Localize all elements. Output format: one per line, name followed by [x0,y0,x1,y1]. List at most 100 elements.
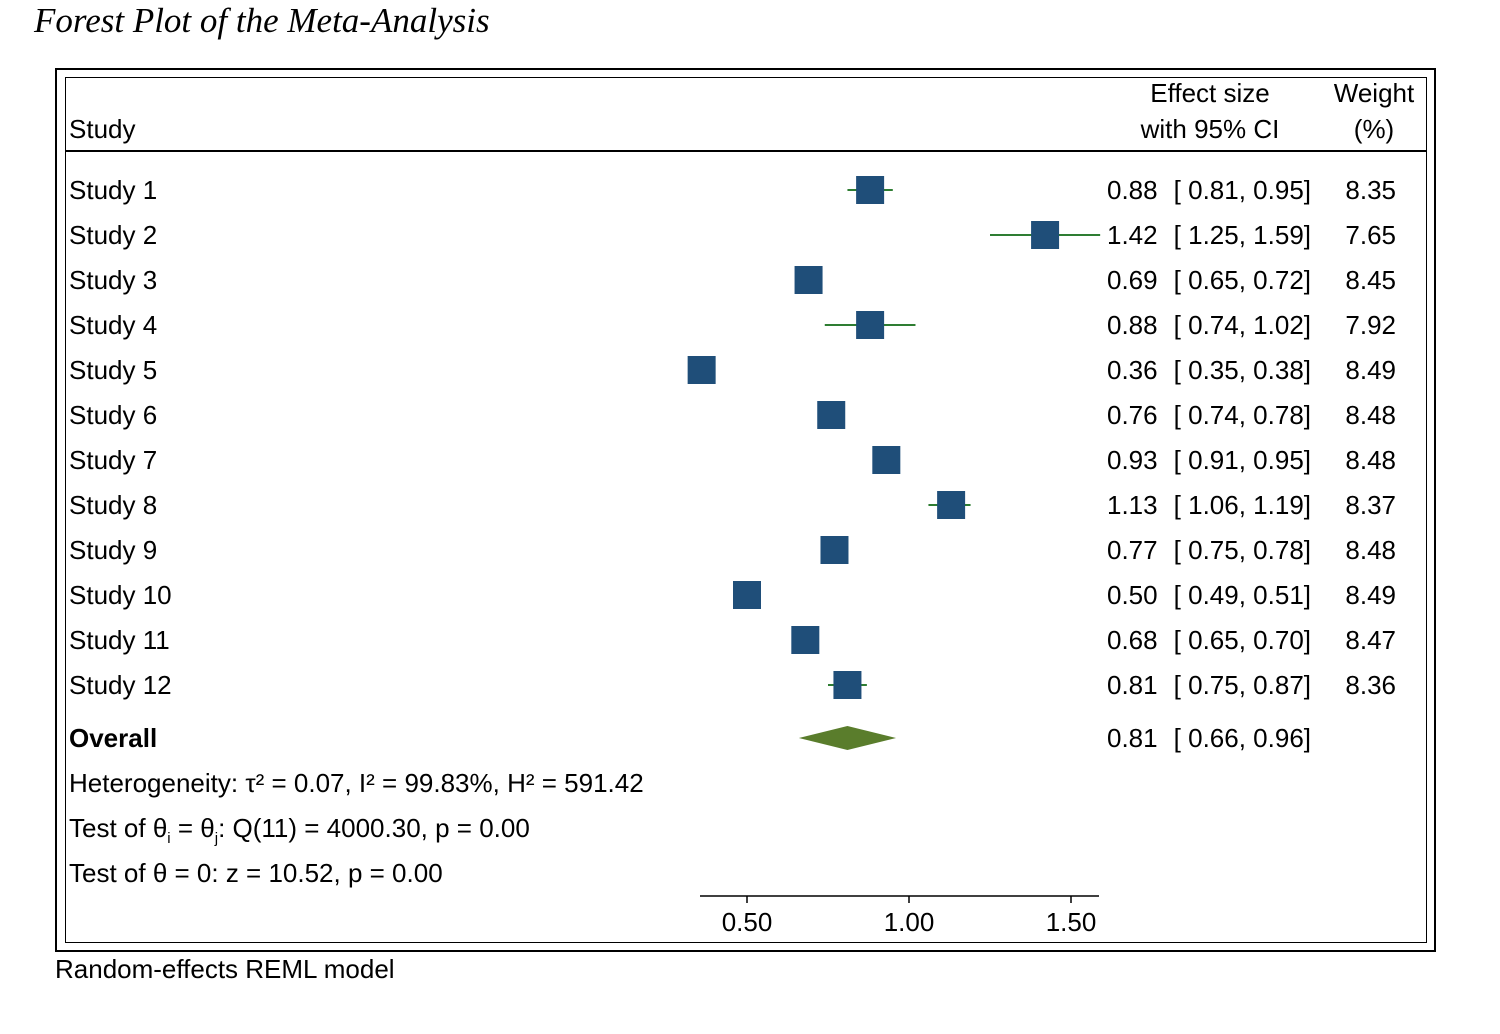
effect-size-value: 1.13 [1107,490,1158,520]
study-row: Study 12 0.81 [ 0.75, 0.87] 8.36 [69,670,1396,700]
study-row: Study 2 1.42 [ 1.25, 1.59] 7.65 [69,220,1396,250]
study-row: Study 6 0.76 [ 0.74, 0.78] 8.48 [69,400,1396,430]
header-effect-size: Effect size [1150,78,1269,108]
weight-value: 8.35 [1345,175,1396,205]
ci-value: [ 0.49, 0.51] [1174,580,1311,610]
effect-size-value: 0.81 [1107,670,1158,700]
x-tick-label: 1.00 [884,907,935,937]
header-study: Study [69,114,136,144]
header-weight: Weight [1334,78,1415,108]
overall-label: Overall [69,723,157,753]
study-label: Study 3 [69,265,157,295]
effect-marker [817,401,846,429]
x-tick-label: 0.50 [722,907,773,937]
effect-size-value: 0.77 [1107,535,1158,565]
study-row: Study 1 0.88 [ 0.81, 0.95] 8.35 [69,175,1396,205]
effect-marker [687,356,716,384]
ci-value: [ 0.65, 0.72] [1174,265,1311,295]
effect-marker [820,536,849,564]
weight-value: 8.48 [1345,400,1396,430]
study-rows: Study 1 0.88 [ 0.81, 0.95] 8.35 Study 2 1.42 [… [69,175,1396,753]
effect-marker [937,491,966,519]
overall-diamond [798,726,897,750]
study-label: Study 8 [69,490,157,520]
ci-value: [ 1.25, 1.59] [1174,220,1311,250]
study-row: Study 3 0.69 [ 0.65, 0.72] 8.45 [69,265,1396,295]
study-label: Study 7 [69,445,157,475]
study-label: Study 6 [69,400,157,430]
study-row: Study 8 1.13 [ 1.06, 1.19] 8.37 [69,490,1396,520]
effect-size-value: 0.36 [1107,355,1158,385]
study-label: Study 9 [69,535,157,565]
ci-value: [ 0.91, 0.95] [1174,445,1311,475]
study-label: Study 4 [69,310,157,340]
weight-value: 8.49 [1345,355,1396,385]
effect-marker [1031,221,1060,249]
ci-value: [ 0.74, 1.02] [1174,310,1311,340]
study-label: Study 11 [69,625,170,655]
overall-effect-test: Test of θ = 0: z = 10.52, p = 0.00 [69,858,443,888]
effect-size-value: 0.68 [1107,625,1158,655]
header-weight-unit: (%) [1354,114,1394,144]
study-label: Study 1 [69,175,157,205]
study-row: Study 11 0.68 [ 0.65, 0.70] 8.47 [69,625,1396,655]
effect-marker [872,446,901,474]
plot-frame [65,77,1427,943]
study-label: Study 10 [69,580,172,610]
effect-size-value: 1.42 [1107,220,1158,250]
overall-effect-value: 0.81 [1107,723,1158,753]
overall-row: Overall 0.81 [ 0.66, 0.96] [69,723,1311,753]
homogeneity-test-prefix: Test of θ [69,813,168,843]
ci-value: [ 0.35, 0.38] [1174,355,1311,385]
ci-value: [ 1.06, 1.19] [1174,490,1311,520]
effect-marker [856,176,885,204]
effect-marker [833,671,862,699]
weight-value: 8.48 [1345,535,1396,565]
subscript-i: i [167,830,171,848]
study-label: Study 5 [69,355,157,385]
heterogeneity-stats: Heterogeneity: τ² = 0.07, I² = 99.83%, H… [69,768,644,798]
effect-marker [856,311,885,339]
header-effect-ci: with 95% CI [1140,114,1280,144]
weight-value: 8.48 [1345,445,1396,475]
study-row: Study 9 0.77 [ 0.75, 0.78] 8.48 [69,535,1396,565]
weight-value: 7.65 [1345,220,1396,250]
homogeneity-test-eq: = θ [170,813,215,843]
homogeneity-test: Test of θi = θj: Q(11) = 4000.30, p = 0.… [69,812,530,848]
effect-size-value: 0.88 [1107,175,1158,205]
homogeneity-test-rest: : Q(11) = 4000.30, p = 0.00 [218,813,530,843]
study-label: Study 2 [69,220,157,250]
x-axis: 0.50 1.00 1.50 [700,895,1099,937]
effect-size-value: 0.88 [1107,310,1158,340]
study-row: Study 5 0.36 [ 0.35, 0.38] 8.49 [69,355,1396,385]
study-row: Study 4 0.88 [ 0.74, 1.02] 7.92 [69,310,1396,340]
overall-ci-value: [ 0.66, 0.96] [1174,723,1311,753]
weight-value: 8.49 [1345,580,1396,610]
effect-marker [733,581,761,609]
study-row: Study 10 0.50 [ 0.49, 0.51] 8.49 [69,580,1396,610]
x-tick-label: 1.50 [1046,907,1097,937]
effect-size-value: 0.50 [1107,580,1158,610]
effect-size-value: 0.76 [1107,400,1158,430]
outer-frame [55,68,1436,952]
model-note: Random-effects REML model [55,954,395,984]
ci-value: [ 0.65, 0.70] [1174,625,1311,655]
chart-title: Forest Plot of the Meta-Analysis [34,1,490,40]
ci-value: [ 0.75, 0.78] [1174,535,1311,565]
effect-marker [794,266,823,294]
study-label: Study 12 [69,670,172,700]
weight-value: 8.45 [1345,265,1396,295]
ci-value: [ 0.75, 0.87] [1174,670,1311,700]
ci-value: [ 0.81, 0.95] [1174,175,1311,205]
ci-value: [ 0.74, 0.78] [1174,400,1311,430]
effect-size-value: 0.69 [1107,265,1158,295]
weight-value: 8.47 [1345,625,1396,655]
weight-value: 7.92 [1345,310,1396,340]
effect-marker [791,626,820,654]
subscript-j: j [214,830,219,848]
effect-size-value: 0.93 [1107,445,1158,475]
weight-value: 8.37 [1345,490,1396,520]
study-row: Study 7 0.93 [ 0.91, 0.95] 8.48 [69,445,1396,475]
weight-value: 8.36 [1345,670,1396,700]
